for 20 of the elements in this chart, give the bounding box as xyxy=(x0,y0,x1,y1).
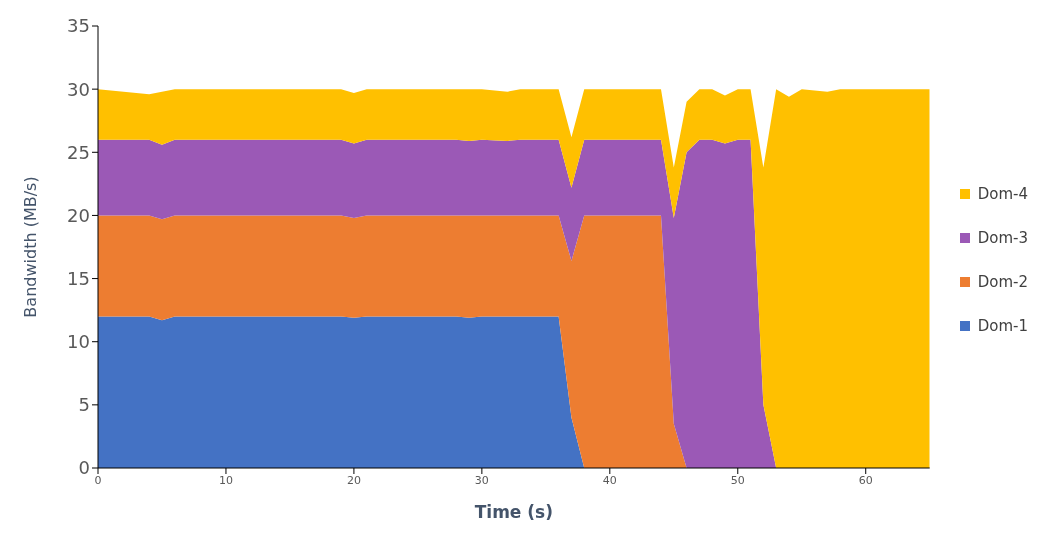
legend-label: Dom-1 xyxy=(977,317,1028,335)
x-tick-label: 50 xyxy=(730,473,745,487)
y-tick-label: 15 xyxy=(67,267,90,289)
y-axis-title: Bandwidth (MB/s) xyxy=(20,176,40,318)
y-tick-label: 25 xyxy=(67,141,90,163)
legend-label: Dom-4 xyxy=(977,185,1028,203)
legend-label: Dom-2 xyxy=(977,273,1028,291)
x-tick-label: 30 xyxy=(474,473,489,487)
x-tick-label: 40 xyxy=(602,473,617,487)
legend-label: Dom-3 xyxy=(977,229,1028,247)
y-tick-label: 10 xyxy=(67,331,90,353)
y-tick-label: 5 xyxy=(78,394,90,416)
x-axis-title: Time (s) xyxy=(474,502,553,522)
y-tick-label: 35 xyxy=(67,15,90,37)
y-tick-label: 20 xyxy=(67,204,90,226)
x-tick-label: 10 xyxy=(218,473,233,487)
x-tick-label: 20 xyxy=(346,473,361,487)
x-tick-label: 60 xyxy=(858,473,873,487)
x-tick-label: 0 xyxy=(94,473,102,487)
y-tick-label: 30 xyxy=(67,78,90,100)
